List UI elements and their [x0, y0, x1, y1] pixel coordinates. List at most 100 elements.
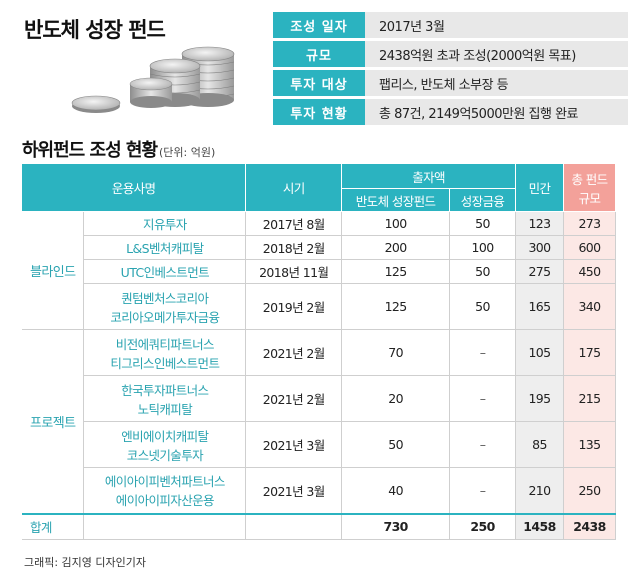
manager-cell: UTC인베스트먼트	[83, 259, 247, 284]
period-cell: 2021년 2월	[245, 375, 343, 422]
header-contribution: 출자액	[341, 163, 516, 189]
manager-line: 티그리스인베스트먼트	[110, 355, 220, 371]
info-value: 팹리스, 반도체 소부장 등	[365, 70, 628, 96]
manager-line: 한국투자파트너스	[121, 382, 209, 398]
private-cell: 275	[515, 259, 564, 284]
growth-cell: 100	[449, 235, 516, 260]
table-row: 퀀텀벤처스코리아 코리아오메가투자금융 2019년 2월 125 50 165 …	[22, 283, 617, 330]
table-row: UTC인베스트먼트 2018년 11월 125 50 275 450	[22, 259, 617, 284]
total-empty	[83, 512, 247, 540]
growth-cell: –	[449, 467, 516, 514]
total-row: 합계 730 250 1458 2438	[22, 512, 617, 540]
total-fund: 730	[341, 512, 451, 540]
manager-cell: 에이아이피벤처파트너스 에이아이피자산운용	[83, 467, 247, 514]
private-cell: 300	[515, 235, 564, 260]
header-total-line1: 총 펀드	[571, 171, 608, 187]
info-row-date: 조성 일자 2017년 3월	[273, 12, 628, 38]
header-total-line2: 규모	[578, 190, 601, 206]
manager-cell: 퀀텀벤처스코리아 코리아오메가투자금융	[83, 283, 247, 330]
manager-line: 비전에쿼티파트너스	[115, 336, 215, 352]
total-cell: 600	[562, 235, 617, 260]
table-row: 엔비에이치캐피탈 코스넷기술투자 2021년 3월 50 – 85 135	[22, 421, 617, 468]
period-cell: 2021년 2월	[245, 329, 343, 376]
table-title: 하위펀드 조성 현황 (단위: 억원)	[22, 136, 215, 162]
manager-line: 에이아이피자산운용	[115, 493, 215, 509]
sub-fund-table: 운용사명 시기 출자액 민간 총 펀드 규모 반도체 성장펀드 성장금융 블라인…	[22, 163, 617, 540]
header-period: 시기	[245, 163, 343, 212]
period-cell: 2018년 2월	[245, 235, 343, 260]
private-cell: 85	[515, 421, 564, 468]
header-total: 총 펀드 규모	[562, 163, 617, 212]
info-row-size: 규모 2438억원 초과 조성(2000억원 목표)	[273, 41, 628, 67]
period-cell: 2021년 3월	[245, 467, 343, 514]
fund-cell: 50	[341, 421, 451, 468]
info-key: 규모	[273, 41, 365, 67]
private-cell: 210	[515, 467, 564, 514]
total-cell: 215	[562, 375, 617, 422]
manager-cell: 한국투자파트너스 노틱캐피탈	[83, 375, 247, 422]
info-value: 총 87건, 2149억5000만원 집행 완료	[365, 99, 628, 125]
info-key: 조성 일자	[273, 12, 365, 38]
header-fund: 반도체 성장펀드	[341, 188, 451, 212]
header-growth: 성장금융	[449, 188, 516, 212]
total-growth: 250	[449, 512, 516, 540]
page-title: 반도체 성장 펀드	[24, 18, 166, 42]
manager-line: 코리아오메가투자금융	[110, 309, 220, 325]
private-cell: 123	[515, 211, 564, 236]
info-key: 투자 대상	[273, 70, 365, 96]
info-row-status: 투자 현황 총 87건, 2149억5000만원 집행 완료	[273, 99, 628, 125]
header-manager: 운용사명	[22, 163, 247, 212]
period-cell: 2019년 2월	[245, 283, 343, 330]
period-cell: 2017년 8월	[245, 211, 343, 236]
private-cell: 105	[515, 329, 564, 376]
manager-line: 퀀텀벤처스코리아	[121, 290, 209, 306]
info-key: 투자 현황	[273, 99, 365, 125]
total-label: 합계	[22, 512, 85, 540]
manager-cell: 엔비에이치캐피탈 코스넷기술투자	[83, 421, 247, 468]
manager-cell: L&S벤처캐피탈	[83, 235, 247, 260]
total-cell: 135	[562, 421, 617, 468]
unit-note: (단위: 억원)	[159, 146, 216, 159]
manager-line: 에이아이피벤처파트너스	[104, 474, 226, 490]
category-cell: 프로젝트	[22, 329, 85, 514]
header-private: 민간	[515, 163, 564, 212]
private-cell: 165	[515, 283, 564, 330]
table-title-text: 하위펀드 조성 현황	[22, 140, 158, 161]
fund-cell: 125	[341, 259, 451, 284]
growth-cell: –	[449, 375, 516, 422]
total-total: 2438	[562, 512, 617, 540]
table-row: 한국투자파트너스 노틱캐피탈 2021년 2월 20 – 195 215	[22, 375, 617, 422]
manager-line: 노틱캐피탈	[137, 401, 193, 417]
private-cell: 195	[515, 375, 564, 422]
total-cell: 273	[562, 211, 617, 236]
growth-cell: 50	[449, 259, 516, 284]
table-row: 프로젝트 비전에쿼티파트너스 티그리스인베스트먼트 2021년 2월 70 – …	[22, 329, 617, 514]
total-private: 1458	[515, 512, 564, 540]
period-cell: 2018년 11월	[245, 259, 343, 284]
total-empty	[245, 512, 343, 540]
info-value: 2438억원 초과 조성(2000억원 목표)	[365, 41, 628, 67]
growth-cell: –	[449, 329, 516, 376]
fund-cell: 70	[341, 329, 451, 376]
total-cell: 250	[562, 467, 617, 514]
total-cell: 450	[562, 259, 617, 284]
total-cell: 175	[562, 329, 617, 376]
fund-cell: 125	[341, 283, 451, 330]
period-cell: 2021년 3월	[245, 421, 343, 468]
info-value: 2017년 3월	[365, 12, 628, 38]
table-row: 에이아이피벤처파트너스 에이아이피자산운용 2021년 3월 40 – 210 …	[22, 467, 617, 514]
fund-cell: 100	[341, 211, 451, 236]
table-row: L&S벤처캐피탈 2018년 2월 200 100 300 600	[22, 235, 617, 260]
info-row-target: 투자 대상 팹리스, 반도체 소부장 등	[273, 70, 628, 96]
coin-stack-illustration	[71, 46, 235, 113]
table-row: 블라인드 지유투자 2017년 8월 100 50 123 273	[22, 211, 617, 330]
graphic-credit: 그래픽: 김지영 디자인기자	[24, 556, 147, 569]
total-cell: 340	[562, 283, 617, 330]
growth-cell: 50	[449, 283, 516, 330]
manager-line: 엔비에이치캐피탈	[121, 428, 209, 444]
fund-cell: 20	[341, 375, 451, 422]
category-cell: 블라인드	[22, 211, 85, 330]
growth-cell: –	[449, 421, 516, 468]
growth-cell: 50	[449, 211, 516, 236]
fund-cell: 40	[341, 467, 451, 514]
